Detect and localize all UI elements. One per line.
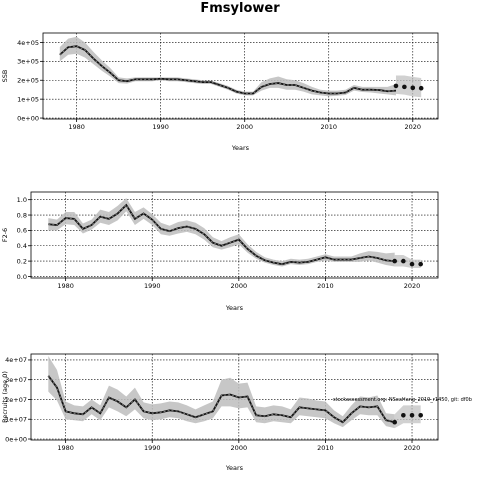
x-tick-label: 2000 <box>231 282 248 290</box>
x-axis-label: Years <box>231 144 250 152</box>
axes-frame <box>30 191 439 279</box>
axes-frame <box>30 353 439 441</box>
chart-panel-3: 1980 1990 2000 2010 2020 0e+00 1e+07 2e+07 3e+07… <box>1 353 439 472</box>
x-tick-label: 2020 <box>405 123 422 131</box>
forecast-point <box>418 261 423 267</box>
estimate-line-dots <box>47 375 395 423</box>
y-tick-label: 3e+05 <box>17 58 39 66</box>
forecast-point <box>402 84 407 90</box>
forecast-point <box>392 258 398 264</box>
forecast-band <box>395 75 422 98</box>
x-tick-label: 1980 <box>68 123 85 131</box>
forecast-point <box>401 258 406 264</box>
axes-frame <box>42 32 439 120</box>
x-tick-label: 2020 <box>404 282 421 290</box>
y-tick-label: 0.0 <box>17 273 27 281</box>
x-tick-label: 1980 <box>57 282 74 290</box>
x-tick-label: 1980 <box>57 444 74 452</box>
x-tick-label: 2020 <box>404 444 421 452</box>
y-tick-label: 0e+00 <box>5 435 27 443</box>
x-tick-label: 2010 <box>320 123 337 131</box>
forecast-point <box>409 412 415 418</box>
forecast-point <box>418 85 424 91</box>
estimate-line-dots <box>59 45 397 94</box>
confidence-band <box>48 355 395 429</box>
forecast-point <box>418 412 423 418</box>
x-tick-label: 1990 <box>144 282 161 290</box>
y-tick-label: 1e+07 <box>5 416 27 424</box>
x-tick-label: 2000 <box>231 444 248 452</box>
forecast-point <box>410 85 416 91</box>
y-tick-label: 4e+05 <box>17 39 39 47</box>
x-tick-label: 2000 <box>236 123 253 131</box>
forecast-point <box>393 83 399 89</box>
x-tick-label: 2010 <box>317 282 334 290</box>
x-axis-label: Years <box>225 304 244 312</box>
y-tick-label: 0.4 <box>17 242 27 250</box>
y-tick-label: 4e+07 <box>5 356 27 364</box>
x-tick-label: 1990 <box>152 123 169 131</box>
confidence-band <box>48 198 395 267</box>
source-annotation: stockassessment.org: NSeaHang_2019_r1450… <box>333 397 472 403</box>
y-tick-label: 2e+07 <box>5 396 27 404</box>
y-axis-label: Recruits (age 0) <box>1 371 9 423</box>
y-tick-label: 0.6 <box>17 227 27 235</box>
forecast-band <box>394 254 421 269</box>
y-tick-label: 2e+05 <box>17 77 39 85</box>
chart-panel-1: 1980 1990 2000 2010 2020 0e+00 1e+05 2e+05 3e+05… <box>1 32 439 152</box>
y-tick-label: 1e+05 <box>17 95 39 103</box>
x-axis-label: Years <box>225 464 244 472</box>
y-tick-label: 0.8 <box>17 211 27 219</box>
x-tick-label: 2010 <box>317 444 334 452</box>
x-tick-label: 1990 <box>144 444 161 452</box>
forecast-band <box>394 405 421 429</box>
y-axis-label: SSB <box>1 70 9 83</box>
forecast-point <box>392 419 398 425</box>
y-tick-label: 0.2 <box>17 257 27 265</box>
forecast-point <box>401 412 406 418</box>
estimate-line-dots <box>48 204 395 265</box>
y-tick-label: 1.0 <box>17 196 27 204</box>
y-tick-label: 0e+00 <box>17 114 39 122</box>
figure-title: Fmsylower <box>200 1 280 16</box>
forecast-point <box>409 261 415 267</box>
y-axis-label: F2-6 <box>1 228 9 242</box>
chart-panel-2: 1980 1990 2000 2010 2020 0.0 0.2 0.4 0.6 0.8 1.0 Ye… <box>1 191 439 312</box>
y-tick-label: 3e+07 <box>5 376 27 384</box>
